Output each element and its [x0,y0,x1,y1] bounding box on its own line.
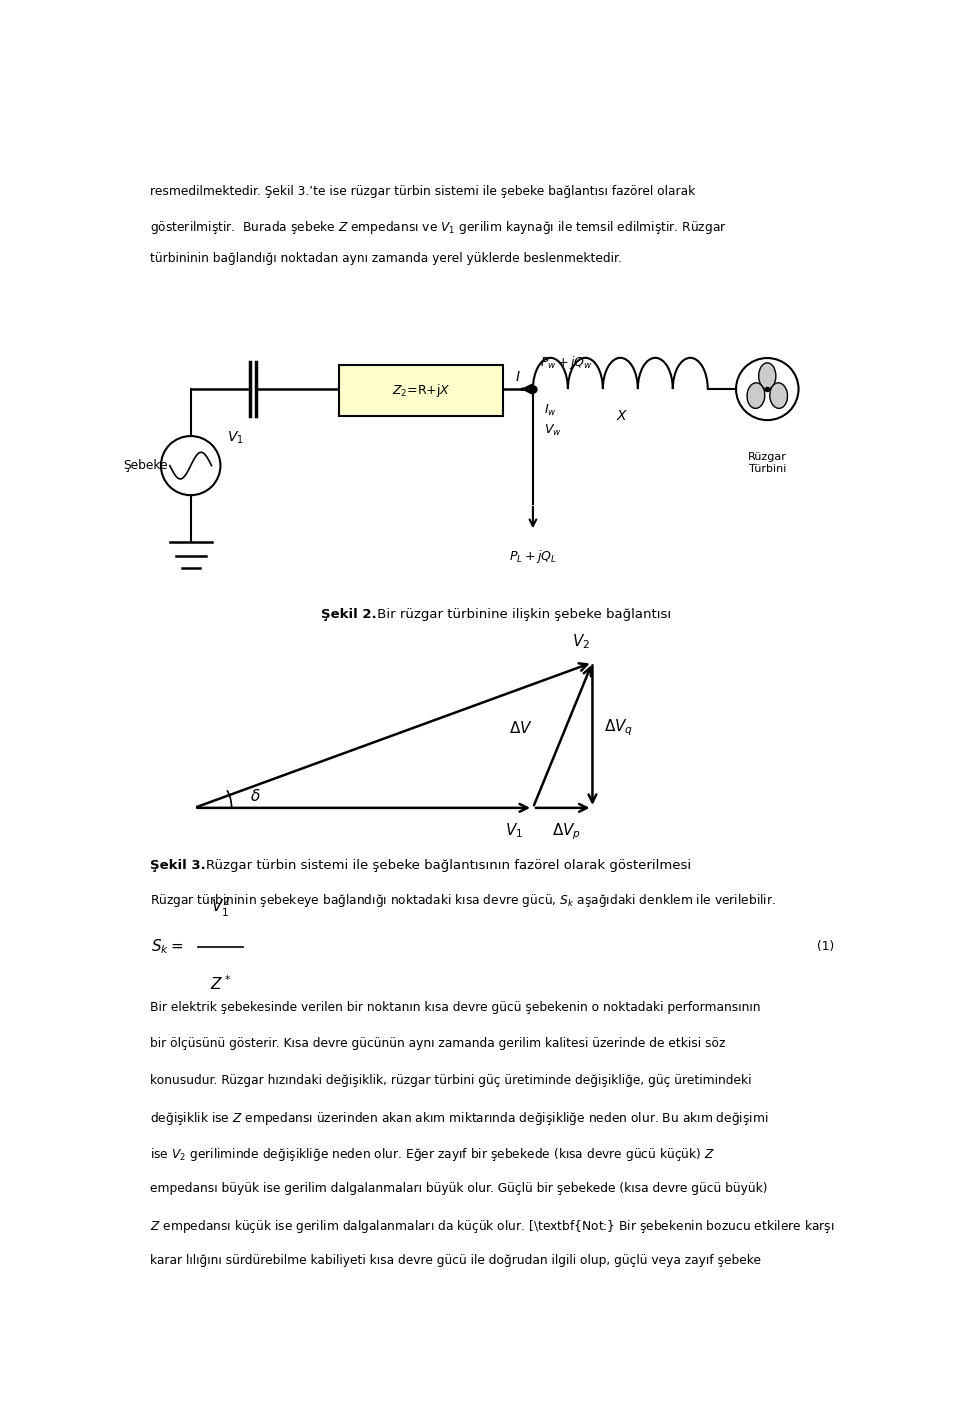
Text: Şebeke: Şebeke [124,459,168,471]
Text: $Z$ empedansı küçük ise gerilim dalgalanmaları da küçük olur. [\textbf{Not:} Bir: $Z$ empedansı küçük ise gerilim dalgalan… [150,1218,834,1235]
Text: türbininin bağlandığı noktadan aynı zamanda yerel yüklerde beslenmektedir.: türbininin bağlandığı noktadan aynı zama… [150,253,622,266]
Text: $V_1$: $V_1$ [505,821,523,839]
Text: $V_1^2$: $V_1^2$ [211,896,230,919]
Text: $\Delta V_p$: $\Delta V_p$ [552,821,581,842]
Text: $I_w$: $I_w$ [544,403,557,419]
Text: empedansı büyük ise gerilim dalgalanmaları büyük olur. Güçlü bir şebekede (kısa : empedansı büyük ise gerilim dalgalanmala… [150,1181,767,1194]
Text: $Z_2$=R+j$X$: $Z_2$=R+j$X$ [392,382,450,399]
Text: $I$: $I$ [516,371,521,385]
Text: Şekil 2.: Şekil 2. [321,608,376,621]
Text: konusudur. Rüzgar hızındaki değişiklik, rüzgar türbini güç üretiminde değişikliğ: konusudur. Rüzgar hızındaki değişiklik, … [150,1074,752,1086]
Text: $\delta$: $\delta$ [251,788,261,804]
Text: $P_w + jQ_w$: $P_w + jQ_w$ [540,354,593,371]
Text: $P_L + jQ_L$: $P_L + jQ_L$ [509,548,557,565]
Text: Rüzgar
Türbini: Rüzgar Türbini [748,453,786,474]
Text: Bir rüzgar türbinine ilişkin şebeke bağlantısı: Bir rüzgar türbinine ilişkin şebeke bağl… [372,608,671,621]
Text: $V_w$: $V_w$ [544,423,562,439]
Text: $V_2$: $V_2$ [572,633,590,652]
Text: bir ölçüsünü gösterir. Kısa devre gücünün aynı zamanda gerilim kalitesi üzerinde: bir ölçüsünü gösterir. Kısa devre gücünü… [150,1038,725,1051]
Text: $Z^*$: $Z^*$ [210,974,231,993]
Text: Rüzgar türbininin şebekeye bağlandığı noktadaki kısa devre gücü, $S_k$ aşağıdaki: Rüzgar türbininin şebekeye bağlandığı no… [150,892,776,909]
Text: karar lılığını sürdürebilme kabiliyeti kısa devre gücü ile doğrudan ilgili olup,: karar lılığını sürdürebilme kabiliyeti k… [150,1254,760,1267]
Text: $\Delta V_q$: $\Delta V_q$ [604,717,633,738]
Text: değişiklik ise $Z$ empedansı üzerinden akan akım miktarında değişikliğe neden ol: değişiklik ise $Z$ empedansı üzerinden a… [150,1109,768,1126]
Text: Bir elektrik şebekesinde verilen bir noktanın kısa devre gücü şebekenin o noktad: Bir elektrik şebekesinde verilen bir nok… [150,1001,760,1014]
Text: resmedilmektedir. Şekil 3.’te ise rüzgar türbin sistemi ile şebeke bağlantısı fa: resmedilmektedir. Şekil 3.’te ise rüzgar… [150,185,695,197]
Text: gösterilmiştir.  Burada şebeke $Z$ empedansı ve $V_1$ gerilim kaynağı ile temsil: gösterilmiştir. Burada şebeke $Z$ empeda… [150,219,727,236]
Ellipse shape [758,364,776,389]
Text: ise $V_2$ geriliminde değişikliğe neden olur. Eğer zayıf bir şebekede (kısa devr: ise $V_2$ geriliminde değişikliğe neden … [150,1146,715,1163]
Text: Rüzgar türbin sistemi ile şebeke bağlantısının fazörel olarak gösterilmesi: Rüzgar türbin sistemi ile şebeke bağlant… [205,859,690,872]
Text: $\Delta V$: $\Delta V$ [509,720,533,736]
Text: $V_1$: $V_1$ [227,429,244,446]
Text: $S_k =$: $S_k =$ [151,937,183,956]
Text: $X$: $X$ [616,409,629,423]
FancyBboxPatch shape [340,365,503,416]
Text: (1): (1) [817,940,834,953]
Ellipse shape [747,383,765,409]
Ellipse shape [770,383,787,409]
Text: Şekil 3.: Şekil 3. [150,859,205,872]
